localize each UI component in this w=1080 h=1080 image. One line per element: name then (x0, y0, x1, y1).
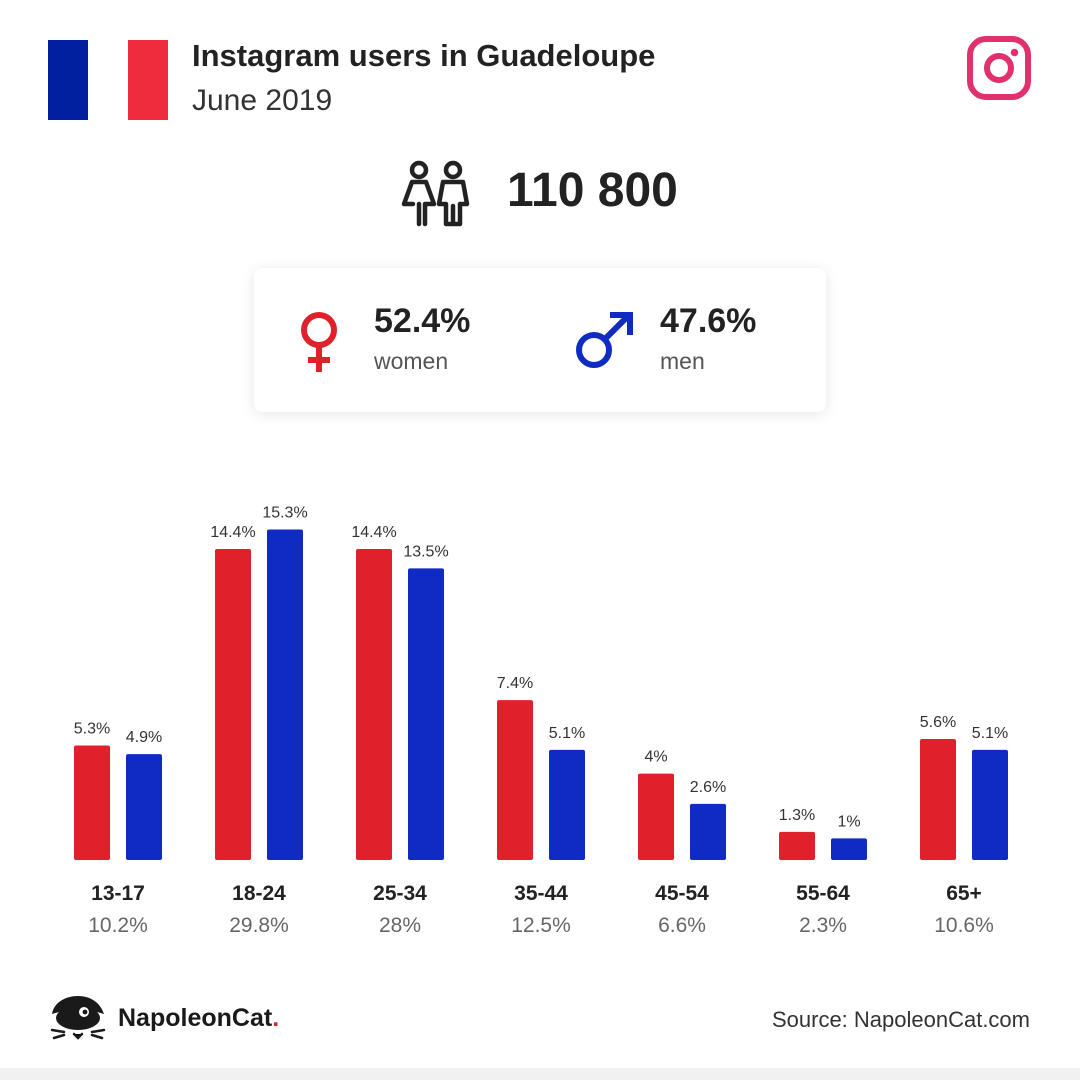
bar-women-18-24 (215, 548, 251, 860)
men-percentage: 47.6% (660, 302, 757, 340)
bar-men-25-34 (408, 568, 444, 860)
men-label: men (660, 348, 705, 374)
category-label: 18-24 (232, 882, 286, 905)
bar-men-35-44 (549, 749, 585, 860)
category-total: 6.6% (658, 914, 706, 937)
category-total: 10.2% (88, 914, 148, 937)
data-label-men-45-54: 2.6% (690, 779, 726, 796)
bar-women-55-64 (779, 831, 815, 860)
flag-white-band (88, 40, 128, 120)
page-title: Instagram users in Guadeloupe (192, 38, 656, 73)
bar-women-65+ (920, 739, 956, 860)
women-label: women (374, 348, 449, 374)
instagram-icon (967, 36, 1031, 100)
data-label-women-65+: 5.6% (920, 714, 956, 731)
bar-women-13-17 (74, 745, 110, 860)
data-label-men-35-44: 5.1% (549, 725, 585, 742)
age-gender-bar-chart: 5.3% 4.9% 13-17 10.2% 14.4% 15.3% 18-24 29.8% 14… (74, 505, 1008, 937)
bottom-strip (0, 1068, 1080, 1080)
data-label-women-35-44: 7.4% (497, 675, 533, 692)
women-percentage: 52.4% (374, 302, 471, 340)
category-label: 13-17 (91, 882, 145, 905)
data-label-women-13-17: 5.3% (74, 721, 110, 738)
category-total: 29.8% (229, 914, 289, 937)
bar-men-13-17 (126, 754, 162, 860)
category-total: 28% (379, 914, 421, 937)
page-subtitle: June 2019 (192, 84, 333, 117)
male-icon (576, 312, 633, 368)
bar-men-18-24 (267, 529, 303, 860)
brand-name: NapoleonCat. (118, 1004, 279, 1033)
category-label: 35-44 (514, 882, 568, 905)
data-label-men-55-64: 1% (837, 813, 860, 830)
data-label-men-18-24: 15.3% (262, 505, 307, 522)
source-note: Source: NapoleonCat.com (771, 1007, 1030, 1032)
category-label: 55-64 (796, 882, 850, 905)
total-users-value: 110 800 (507, 164, 678, 217)
flag-red-band (128, 40, 168, 120)
gender-card: 52.4% women 47.6% men (254, 268, 826, 412)
category-total: 10.6% (934, 914, 994, 937)
bar-men-55-64 (831, 838, 867, 860)
data-label-women-18-24: 14.4% (210, 524, 255, 541)
brand-dot: . (272, 1004, 280, 1032)
bar-women-35-44 (497, 700, 533, 860)
category-total: 12.5% (511, 914, 571, 937)
data-label-women-45-54: 4% (644, 749, 667, 766)
napoleoncat-logo-icon (50, 996, 106, 1040)
data-label-women-55-64: 1.3% (779, 807, 815, 824)
brand-name-text: NapoleonCat (118, 1004, 273, 1032)
female-icon (301, 312, 337, 372)
data-label-men-65+: 5.1% (972, 725, 1008, 742)
category-total: 2.3% (799, 914, 847, 937)
category-label: 25-34 (373, 882, 427, 905)
category-label: 45-54 (655, 882, 709, 905)
france-flag (48, 40, 168, 120)
data-label-men-25-34: 13.5% (403, 543, 448, 560)
category-label: 65+ (946, 882, 982, 905)
bar-men-65+ (972, 749, 1008, 860)
bar-men-45-54 (690, 803, 726, 860)
bar-women-45-54 (638, 773, 674, 860)
data-label-men-13-17: 4.9% (126, 729, 162, 746)
bar-women-25-34 (356, 548, 392, 860)
flag-blue-band (48, 40, 88, 120)
data-label-women-25-34: 14.4% (351, 524, 396, 541)
people-icon (401, 160, 470, 227)
